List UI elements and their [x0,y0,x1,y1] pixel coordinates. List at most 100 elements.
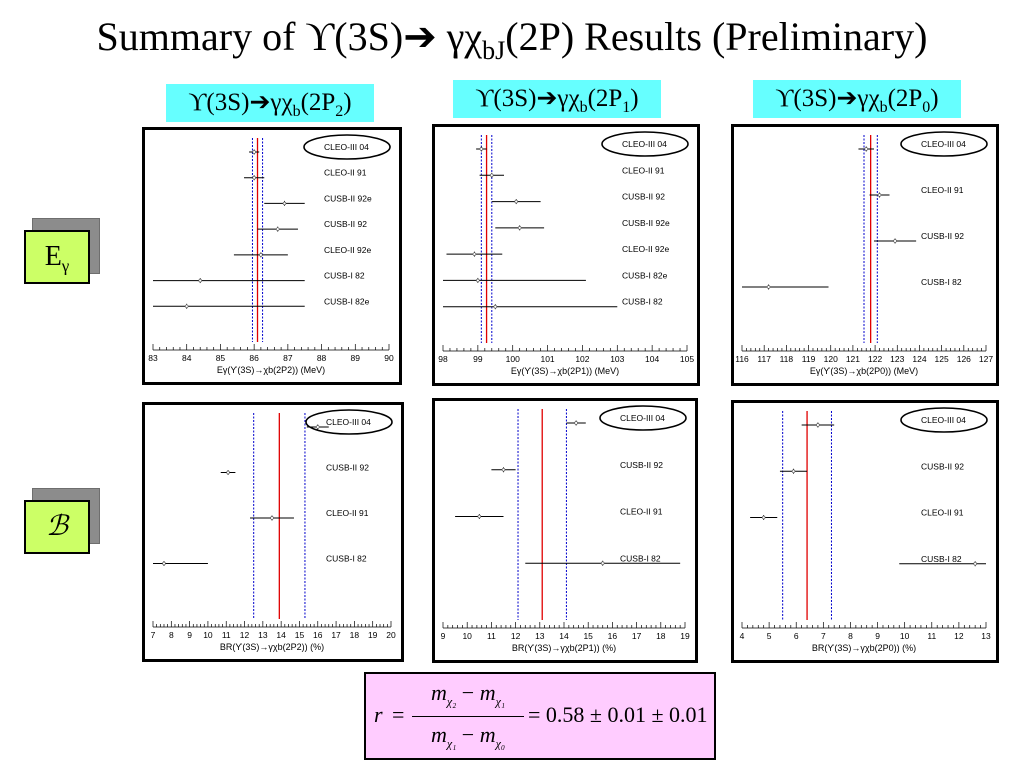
x-tick-label: 90 [384,353,394,363]
measurement-label: CUSB-II 92e [324,193,372,203]
x-tick-label: 10 [462,631,472,641]
ratio-term: m [479,680,496,705]
measurement-label: CUSB-II 92 [324,219,367,229]
x-tick-label: 87 [283,353,293,363]
measurement-label: CUSB-II 92e [622,218,670,228]
x-tick-label: 116 [735,354,749,364]
x-tick-label: 86 [249,353,259,363]
ratio-term: m [430,722,447,747]
measurement-point [252,150,256,154]
title-arrow: ➔ [403,14,437,59]
measurement-point [472,252,477,256]
column-label-index: 2 [335,103,344,120]
ratio-term-sub: χ₁ [495,694,506,709]
measurement-label: CUSB-I 82 [326,554,367,564]
x-tick-label: 12 [240,630,250,640]
column-label-paren: (2P [887,85,923,112]
measurement-point [816,423,820,427]
x-tick-label: 18 [350,630,360,640]
plot-br-2p2-svg: 7 8 9 10 11 12 13 14 15 16 17 18 19 20 BR(ϒ(3S)→γχb(2P… [151,409,396,652]
measurement-label: CLEO-II 91 [324,168,367,178]
x-tick-label: 13 [535,631,545,641]
x-tick-label: 9 [187,630,192,640]
plot-energy-2p0-svg: 116 117 118 119 120 121 122 123 124 125 126 127 Eγ(ϒ… [735,131,993,376]
measurement-label: CLEO-II 91 [921,185,964,195]
column-label-index: 1 [622,99,631,116]
measurement-label: CUSB-II 92 [622,192,665,202]
slide-title: Summary of ϒ(3S)➔ γχbJ(2P) Results (Prel… [0,14,1024,74]
title-mid: γχ [436,14,483,59]
x-axis-label: Eγ(ϒ(3S)→χb(2P1)) (MeV) [511,366,619,376]
column-label-sub: b [579,99,588,116]
measurement-point [761,515,766,520]
measurement-point [282,201,287,206]
x-tick-label: 98 [438,354,448,364]
plot-energy-2p2-svg: 83 84 85 86 87 88 89 90 Eγ(ϒ(3S)→χb(2P2)) (MeV) C… [148,134,394,375]
x-tick-label: 19 [680,631,690,641]
ratio-lhs: r [374,702,383,727]
column-label-sub: b [292,103,301,120]
column-label-paren: (2P [300,89,336,116]
measurement-label: CLEO-III 04 [324,142,369,152]
row-label-energy-text: E [44,241,62,272]
x-tick-label: 83 [148,353,158,363]
measurement-point [252,176,256,180]
measurement-point [185,304,189,308]
x-tick-label: 20 [386,630,396,640]
measurement-point [270,516,274,520]
x-tick-label: 101 [540,354,554,364]
column-label-2p1: ϒ(3S)➔γχb(2P1) [453,80,661,118]
measurement-label: CUSB-I 82 [620,553,661,563]
x-tick-label: 9 [875,631,880,641]
title-tail: (2P) Results (Preliminary) [505,14,928,59]
x-tick-label: 8 [169,630,174,640]
measurement-label: CLEO-II 91 [620,507,663,517]
measurement-label: CUSB-II 92 [921,461,964,471]
column-label-sub: b [879,99,888,116]
x-tick-label: 7 [821,631,826,641]
measurement-point [276,227,280,231]
highlight-ellipse [305,409,393,435]
x-tick-label: 104 [645,354,659,364]
x-tick-label: 85 [216,353,226,363]
plot-br-2p2: 7 8 9 10 11 12 13 14 15 16 17 18 19 20 BR(ϒ(3S)→γχb(2P… [142,402,404,662]
measurement-point [517,226,522,230]
x-tick-label: 11 [222,630,231,640]
measurement-label: CUSB-II 92 [921,231,964,241]
ratio-term-sub: χ₀ [495,736,506,751]
x-tick-label: 119 [802,354,816,364]
plot-br-2p0: 4 5 6 7 8 9 10 11 12 13 BR(ϒ(3S)→γχb(2P0)) (%) CLEO… [731,400,999,663]
x-tick-label: 9 [441,631,446,641]
measurement-label: CLEO-III 04 [326,417,371,427]
measurement-point [893,239,897,243]
measurement-point [514,199,518,204]
plot-br-2p0-svg: 4 5 6 7 8 9 10 11 12 13 BR(ϒ(3S)→γχb(2P0)) (%) CLEO… [740,407,991,653]
x-tick-label: 5 [767,631,772,641]
ratio-denominator: mχ₁ − mχ₀ [412,722,524,751]
highlight-ellipse [900,131,988,157]
highlight-ellipse [601,131,689,157]
ratio-value: = 0.58 ± 0.01 ± 0.01 [528,702,708,727]
column-label-main: ϒ(3S)➔γχ [475,85,580,112]
row-label-branching: ℬ [24,488,100,554]
x-tick-label: 14 [559,631,569,641]
ratio-term-sub: χ₂ [446,694,457,709]
measurement-label: CLEO-III 04 [620,413,665,423]
x-tick-label: 17 [331,630,341,640]
x-tick-label: 16 [313,630,323,640]
plot-br-2p1: 9 10 11 12 13 14 15 16 17 18 19 BR(ϒ(3S)→γχb(2P1)) … [432,398,698,663]
measurement-point [476,278,480,283]
x-tick-label: 125 [935,354,949,364]
row-label-branching-box: ℬ [24,500,90,554]
measurement-label: CLEO-III 04 [622,139,667,149]
x-axis-label: Eγ(ϒ(3S)→χb(2P0)) (MeV) [810,366,918,376]
plot-energy-2p1-svg: 98 99 100 101 102 103 104 105 Eγ(ϒ(3S)→χb(2P1)) … [438,131,694,376]
measurement-label: CLEO-III 04 [921,415,966,425]
x-tick-label: 11 [927,631,936,641]
plot-energy-2p0: 116 117 118 119 120 121 122 123 124 125 126 127 Eγ(ϒ… [731,124,999,386]
measurement-label: CUSB-I 82 [324,271,365,281]
measurement-point [791,469,796,473]
x-tick-label: 15 [295,630,305,640]
highlight-ellipse [900,407,988,433]
row-label-energy: Eγ [24,218,100,284]
